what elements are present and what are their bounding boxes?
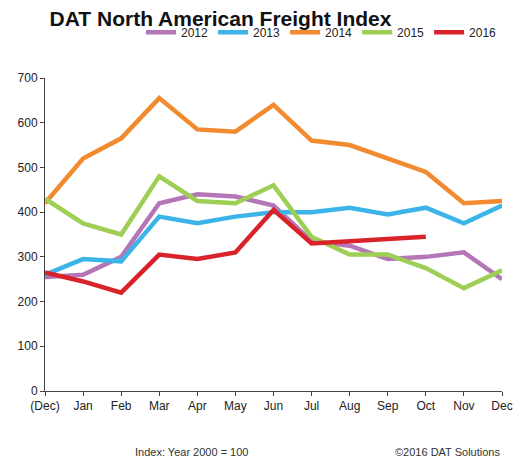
svg-text:2014: 2014 [325,26,352,40]
svg-text:DAT North American Freight Ind: DAT North American Freight Index [50,7,392,30]
svg-text:300: 300 [18,250,38,264]
svg-text:Sep: Sep [377,399,399,413]
svg-text:©2016 DAT Solutions: ©2016 DAT Solutions [395,446,500,458]
svg-text:Index: Year 2000 = 100: Index: Year 2000 = 100 [135,446,248,458]
svg-text:Aug: Aug [339,399,360,413]
svg-text:Jul: Jul [304,399,319,413]
svg-text:2016: 2016 [469,26,496,40]
svg-text:Oct: Oct [416,399,435,413]
svg-text:Mar: Mar [149,399,170,413]
svg-text:Jun: Jun [264,399,283,413]
svg-text:100: 100 [18,339,38,353]
svg-text:2013: 2013 [253,26,280,40]
svg-text:600: 600 [18,116,38,130]
svg-text:2015: 2015 [397,26,424,40]
svg-text:0: 0 [31,384,38,398]
svg-text:(Dec): (Dec) [30,399,59,413]
svg-text:700: 700 [18,71,38,85]
svg-text:500: 500 [18,161,38,175]
svg-text:Nov: Nov [453,399,474,413]
svg-text:Jan: Jan [73,399,92,413]
svg-text:200: 200 [18,295,38,309]
svg-text:Apr: Apr [188,399,207,413]
svg-text:Feb: Feb [111,399,132,413]
svg-text:2012: 2012 [181,26,208,40]
svg-text:400: 400 [18,205,38,219]
svg-text:Dec: Dec [491,399,512,413]
svg-text:May: May [224,399,247,413]
